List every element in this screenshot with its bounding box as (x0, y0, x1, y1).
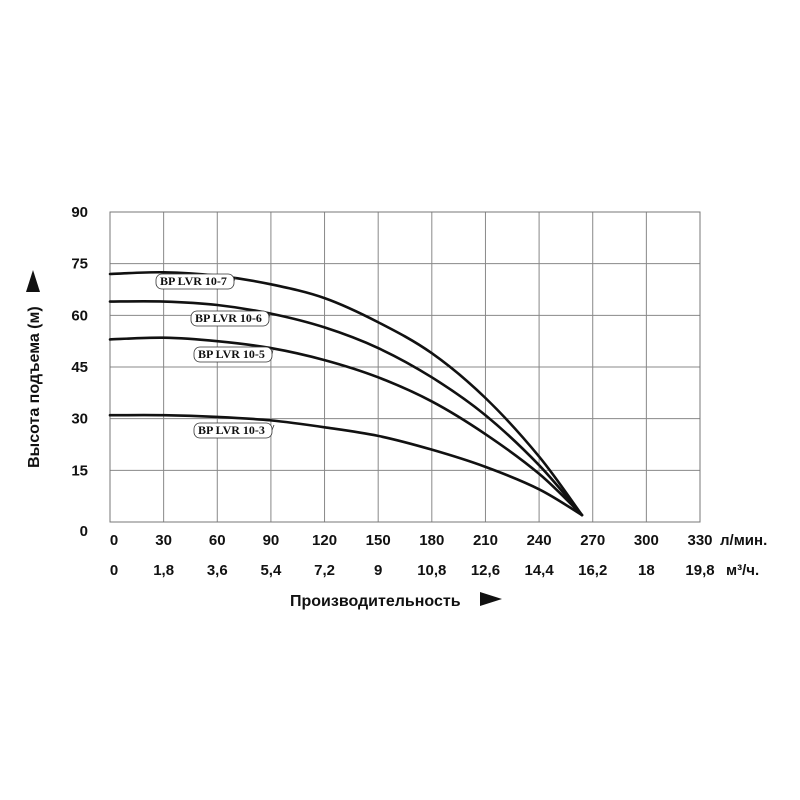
series-label-box (190, 310, 270, 327)
y-tick-label: 60 (71, 307, 88, 324)
y-tick-label: 15 (71, 462, 88, 479)
x-tick-label-secondary: 14,4 (524, 562, 554, 579)
series-label: BP LVR 10-6 (195, 311, 262, 325)
x-unit-secondary: м³/ч. (726, 562, 759, 579)
series-curves (108, 270, 584, 517)
x-tick-label-primary: 30 (155, 532, 172, 549)
x-tick-label-secondary: 18 (638, 562, 655, 579)
y-tick-label: 75 (71, 256, 88, 273)
x-tick-label-primary: 120 (312, 532, 337, 549)
x-tick-label-secondary: 10,8 (417, 562, 446, 579)
series-curve (108, 270, 584, 517)
x-tick-labels-primary: 0 30 60 90 120 150 180 210 240 270 300 330 (110, 532, 713, 549)
series-curve (108, 300, 584, 517)
series-label-box (193, 422, 273, 439)
x-tick-label-secondary: 1,8 (153, 562, 174, 579)
plot-border (109, 211, 701, 523)
x-tick-label-secondary: 7,2 (314, 562, 335, 579)
grid (110, 212, 700, 522)
y-tick-label: 90 (71, 204, 88, 221)
x-tick-label-primary: 180 (419, 532, 444, 549)
x-tick-label-primary: 240 (527, 532, 552, 549)
x-tick-label-secondary: 3,6 (207, 562, 228, 579)
series-label-leader (271, 349, 274, 355)
x-axis-title-group: Производительность (290, 592, 502, 610)
y-axis-title: Высота подъема (м) (26, 306, 43, 468)
y-tick-labels: 0 15 30 45 60 75 90 (71, 204, 88, 540)
y-tick-label: 0 (80, 523, 88, 540)
series-curve (108, 336, 584, 517)
series-label-box (155, 273, 235, 290)
x-axis-arrow-icon (480, 592, 502, 606)
x-tick-label-primary: 0 (110, 532, 118, 549)
series-label-leader (268, 311, 271, 319)
series-curve (108, 413, 584, 517)
x-tick-label-secondary: 12,6 (471, 562, 500, 579)
series-label-box (193, 346, 273, 363)
x-tick-label-primary: 330 (687, 532, 712, 549)
x-axis-title: Производительность (290, 593, 461, 610)
x-unit-primary: л/мин. (720, 532, 767, 549)
y-tick-label: 45 (71, 359, 88, 376)
x-tick-label-primary: 300 (634, 532, 659, 549)
y-axis-arrow-icon (26, 270, 40, 292)
series-label: BP LVR 10-7 (160, 274, 227, 288)
series-label-leader (233, 276, 237, 282)
x-tick-label-secondary: 16,2 (578, 562, 607, 579)
x-tick-label-primary: 270 (580, 532, 605, 549)
x-tick-label-secondary: 19,8 (685, 562, 714, 579)
series-label-leader (271, 424, 275, 431)
x-tick-label-secondary: 5,4 (260, 562, 282, 579)
x-tick-label-secondary: 0 (110, 562, 118, 579)
y-axis-title-group: Высота подъема (м) (26, 270, 43, 468)
x-tick-labels-secondary: 0 1,8 3,6 5,4 7,2 9 10,8 12,6 14,4 16,2 18 19,8 (110, 562, 715, 579)
x-tick-label-primary: 60 (209, 532, 226, 549)
x-tick-label-secondary: 9 (374, 562, 382, 579)
y-tick-label: 30 (71, 411, 88, 428)
plot-frame (109, 211, 701, 523)
x-tick-label-primary: 210 (473, 532, 498, 549)
series-label: BP LVR 10-3 (198, 423, 265, 437)
series-labels: BP LVR 10-7 BP LVR 10-6 BP LVR 10-5 BP LVR … (155, 273, 275, 439)
x-tick-label-primary: 90 (263, 532, 280, 549)
series-label: BP LVR 10-5 (198, 347, 265, 361)
x-tick-label-primary: 150 (366, 532, 391, 549)
